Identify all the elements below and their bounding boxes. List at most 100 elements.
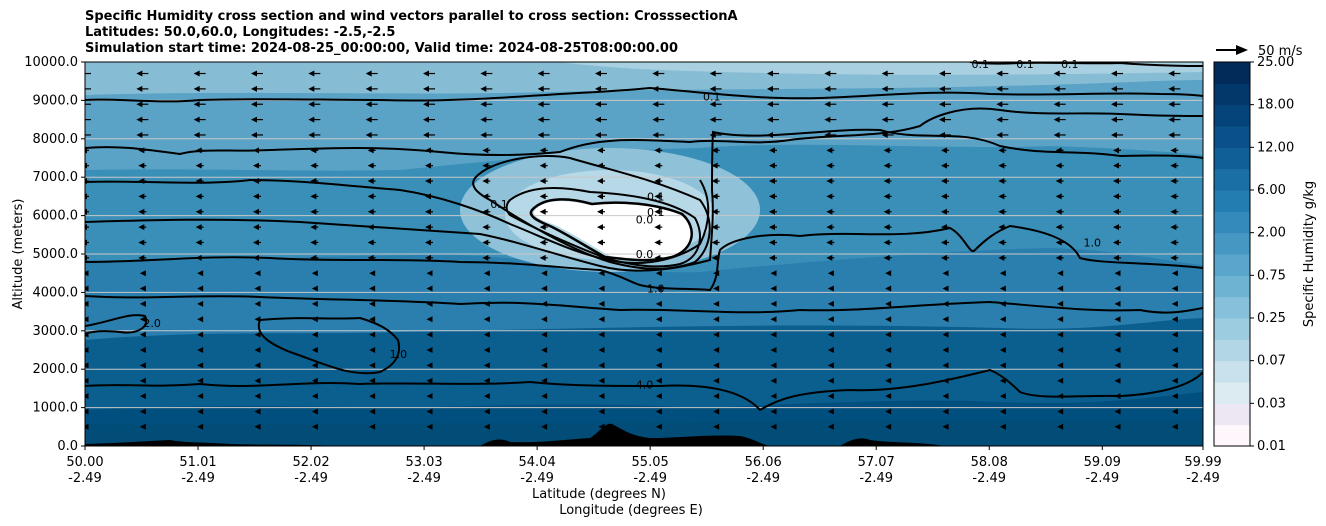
contour-label: 2.0 [143, 317, 161, 330]
wind-vector [655, 331, 662, 338]
wind-vector [881, 85, 894, 92]
wind-vector [537, 116, 550, 123]
wind-vector [999, 300, 1006, 307]
wind-vector [541, 300, 548, 307]
wind-vector [310, 162, 319, 169]
wind-vector [197, 285, 204, 292]
wind-vector [1057, 347, 1064, 353]
wind-vector [310, 208, 319, 215]
wind-vector [311, 285, 318, 292]
wind-vector [713, 270, 720, 277]
wind-vector [310, 224, 319, 231]
wind-vector [425, 208, 433, 215]
wind-vector [881, 131, 894, 138]
wind-vector [885, 423, 892, 430]
wind-vector [941, 178, 949, 185]
y-axis-label: Altitude (meters) [11, 199, 26, 310]
wind-reference-label: 50 m/s [1258, 44, 1303, 59]
wind-vector [1114, 347, 1121, 353]
wind-vector [425, 162, 433, 169]
wind-vector [709, 85, 722, 92]
wind-vector [369, 362, 376, 369]
wind-vector [881, 101, 894, 108]
wind-vector [1170, 224, 1179, 231]
band-lowest [85, 420, 1203, 446]
wind-vector [883, 193, 892, 200]
colorbar: 0.01 0.03 0.07 0.25 0.75 2.00 6.00 12.00 18.00 25… [1213, 55, 1294, 454]
wind-vector [480, 101, 493, 108]
colorbar-segment [1214, 126, 1250, 148]
wind-vector [1057, 300, 1064, 307]
y-tick-label: 6000.0 [33, 209, 79, 224]
wind-vector [253, 162, 261, 169]
wind-vector [254, 377, 261, 384]
wind-vector [1171, 393, 1178, 400]
colorbar-label: Specific Humidity g/kg [1302, 181, 1317, 327]
colorbar-segment [1214, 211, 1250, 234]
wind-vector [824, 131, 837, 138]
wind-vector [826, 178, 835, 185]
colorbar-tick-label: 0.25 [1257, 311, 1286, 326]
wind-vector [941, 208, 949, 215]
colorbar-tick-label: 2.00 [1257, 226, 1286, 241]
wind-vector [770, 285, 777, 292]
chart-title-line-2: Latitudes: 50.0,60.0, Longitudes: -2.5,-… [85, 25, 396, 40]
wind-vector [197, 423, 204, 430]
wind-vector [195, 208, 204, 215]
wind-vector [711, 162, 720, 169]
wind-vector [251, 101, 263, 108]
wind-vector [539, 208, 548, 215]
wind-vector [425, 193, 433, 200]
wind-vector [885, 347, 892, 353]
wind-vector [197, 316, 204, 323]
wind-vector [711, 254, 720, 261]
wind-vector [652, 101, 665, 108]
wind-vector [597, 193, 605, 200]
wind-vector [480, 131, 493, 138]
wind-vector [480, 70, 493, 77]
wind-vector [999, 362, 1006, 369]
wind-vector [655, 377, 662, 384]
wind-vector [482, 224, 491, 231]
wind-vector [942, 423, 949, 430]
wind-vector [598, 316, 605, 323]
wind-vector [369, 270, 376, 277]
wind-vector [254, 362, 261, 369]
wind-vector [85, 377, 89, 384]
wind-vector [1170, 239, 1179, 246]
wind-vector [426, 377, 433, 384]
wind-vector [1168, 116, 1181, 123]
x-tick-label-lat: 57.07 [858, 455, 895, 470]
y-axis: 0.0 1000.0 2000.0 3000.0 4000.0 5000.0 6000.0 7… [24, 55, 85, 454]
wind-vector [996, 101, 1009, 108]
wind-vector [425, 224, 433, 231]
wind-vector [1111, 85, 1123, 92]
wind-vector [1170, 147, 1179, 154]
wind-vector [138, 178, 147, 185]
wind-vector [770, 316, 777, 323]
wind-vector [311, 300, 318, 307]
wind-vector [426, 393, 433, 400]
wind-vector [482, 254, 491, 261]
wind-vector [138, 224, 147, 231]
wind-vector [598, 408, 605, 415]
wind-vector [767, 101, 779, 108]
x-tick-label-lat: 59.09 [1084, 455, 1121, 470]
contour-0.1-high [85, 86, 1203, 103]
wind-vector [885, 377, 892, 384]
x-tick-label-lon: -2.49 [407, 471, 441, 486]
wind-vector [139, 300, 146, 307]
wind-vector [1111, 116, 1123, 123]
contour-1.0-upper [85, 224, 1203, 292]
x-tick-label-lat: 52.02 [292, 455, 329, 470]
wind-vector [769, 254, 777, 261]
wind-vector [197, 331, 204, 338]
colorbar-tick-label: 25.00 [1257, 55, 1294, 70]
wind-vector [1055, 162, 1064, 169]
wind-vector [541, 393, 548, 400]
wind-vector [197, 393, 204, 400]
wind-vector [482, 162, 491, 169]
wind-vector [1057, 423, 1064, 430]
x-tick-label-lon: -2.49 [859, 471, 893, 486]
